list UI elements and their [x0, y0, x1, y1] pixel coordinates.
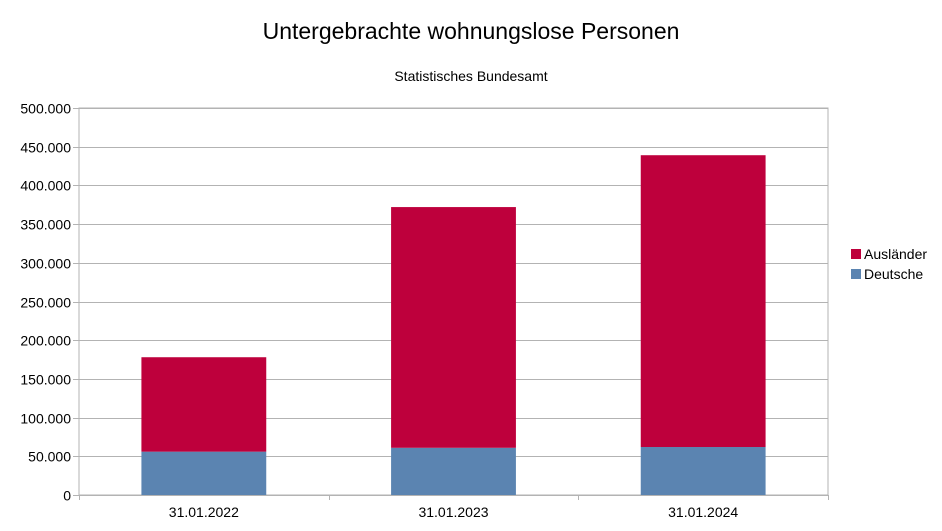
y-tick-label: 250.000	[20, 295, 71, 311]
chart-title: Untergebrachte wohnungslose Personen	[262, 18, 680, 44]
y-tick-label: 500.000	[20, 101, 71, 117]
y-tick-label: 350.000	[20, 217, 71, 233]
bar-ausländer	[391, 207, 516, 448]
chart-subtitle: Statistisches Bundesamt	[394, 68, 548, 84]
bar-ausländer	[640, 155, 766, 448]
y-tick-label: 400.000	[20, 178, 71, 194]
bar-deutsche	[640, 447, 766, 495]
bar-ausländer	[141, 357, 267, 452]
bar-deutsche	[391, 447, 516, 495]
y-tick-label: 150.000	[20, 372, 71, 388]
y-tick-label: 300.000	[20, 256, 71, 272]
x-tick-label: 31.01.2024	[668, 504, 738, 520]
y-tick-label: 200.000	[20, 333, 71, 349]
y-tick-label: 0	[63, 488, 71, 504]
y-tick-label: 100.000	[20, 411, 71, 427]
y-tick-label: 50.000	[28, 449, 71, 465]
axes: 0 50.000 100.000 150.000 200.000 250.000 300.0…	[20, 101, 829, 520]
legend-swatch	[851, 269, 861, 279]
x-tick-label: 31.01.2022	[169, 504, 239, 520]
y-tick-label: 450.000	[20, 140, 71, 156]
x-tick-label: 31.01.2023	[418, 504, 488, 520]
bar-deutsche	[141, 451, 267, 495]
legend-label: Deutsche	[864, 266, 923, 282]
bars	[141, 155, 766, 495]
legend-label: Ausländer	[864, 246, 927, 262]
legend-swatch	[851, 249, 861, 259]
legend: Ausländer Deutsche	[851, 246, 927, 282]
